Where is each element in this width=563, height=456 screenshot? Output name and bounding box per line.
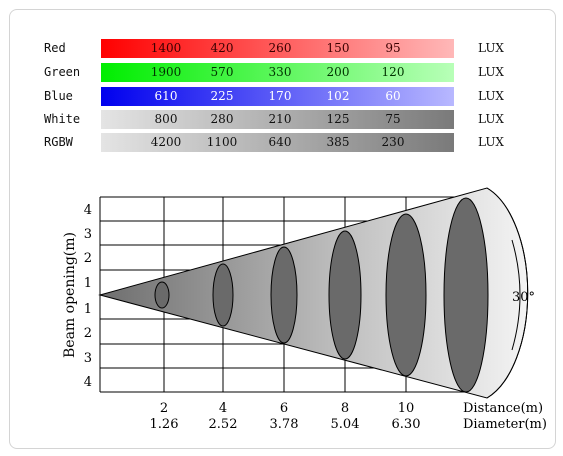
row-label-red: Red: [44, 41, 66, 55]
lux-bar-white: 800 280 210 125 75: [101, 110, 454, 129]
lux-value: 102: [326, 89, 350, 103]
lux-unit: LUX: [478, 65, 504, 79]
lux-value: 200: [326, 65, 350, 79]
lux-bar-green: 1900 570 330 200 120: [101, 63, 454, 82]
distance-tick-label: 6: [280, 401, 288, 416]
y-tick-label: 1: [84, 276, 92, 291]
distance-tick-label: 8: [341, 401, 349, 416]
lux-table: Red 1400 420 260 150 95 LUX Green 1900 570 330 200 1…: [0, 0, 563, 170]
y-tick-label: 4: [84, 203, 92, 218]
lux-value: 60: [385, 89, 401, 103]
diameter-tick-label: 1.26: [150, 417, 179, 432]
beam-ellipse: [443, 197, 489, 393]
lux-bar-red: 1400 420 260 150 95: [101, 39, 454, 58]
distance-axis-label: Distance(m): [463, 401, 543, 416]
y-tick-label: 2: [84, 326, 92, 341]
distance-tick-label: 10: [398, 401, 415, 416]
beam-ellipse: [270, 246, 298, 344]
lux-value: 230: [381, 135, 405, 149]
lux-value: 385: [326, 135, 350, 149]
lux-value: 150: [326, 41, 350, 55]
lux-unit: LUX: [478, 112, 504, 126]
lux-value: 330: [268, 65, 292, 79]
beam-angle-label: 30°: [512, 290, 535, 305]
y-tick-label: 3: [84, 227, 92, 242]
lux-value: 1100: [206, 135, 238, 149]
lux-bar-rgbw: 4200 1100 640 385 230: [101, 133, 454, 152]
diameter-tick-label: 6.30: [392, 417, 421, 432]
beam-labels: 4 3 2 1 1 2 3 4 Beam opening(m) 2 4 6 8 10 1.26 2.52 3.7…: [62, 203, 547, 432]
lux-value: 75: [385, 112, 401, 126]
row-label-white: White: [44, 112, 81, 126]
diameter-tick-label: 5.04: [331, 417, 360, 432]
distance-tick-label: 4: [219, 401, 227, 416]
lux-value: 610: [154, 89, 178, 103]
y-tick-label: 1: [84, 302, 92, 317]
diameter-tick-label: 3.78: [270, 417, 299, 432]
lux-value: 1900: [150, 65, 182, 79]
lux-value: 210: [268, 112, 292, 126]
diameter-axis-label: Diameter(m): [463, 417, 547, 432]
lux-value: 1400: [150, 41, 182, 55]
row-label-green: Green: [44, 65, 81, 79]
lux-value: 4200: [150, 135, 182, 149]
lux-value: 120: [381, 65, 405, 79]
lux-value: 95: [385, 41, 401, 55]
beam-ellipse: [328, 230, 362, 360]
lux-value: 125: [326, 112, 350, 126]
distance-tick-label: 2: [160, 401, 168, 416]
lux-value: 420: [210, 41, 234, 55]
y-tick-label: 2: [84, 251, 92, 266]
lux-bar-blue: 610 225 170 102 60: [101, 87, 454, 106]
beam-ellipse: [385, 213, 427, 377]
lux-value: 570: [210, 65, 234, 79]
lux-value: 225: [210, 89, 234, 103]
beam-arc: [486, 187, 529, 399]
diameter-tick-label: 2.52: [209, 417, 238, 432]
lux-value: 260: [268, 41, 292, 55]
beam-ellipses: [154, 197, 489, 393]
lux-unit: LUX: [478, 135, 504, 149]
beam-ellipse: [212, 263, 234, 327]
angle-arc: [511, 239, 521, 351]
lux-value: 640: [268, 135, 292, 149]
lux-value: 280: [210, 112, 234, 126]
lux-unit: LUX: [478, 89, 504, 103]
row-label-blue: Blue: [44, 89, 73, 103]
lux-value: 800: [154, 112, 178, 126]
y-tick-label: 4: [84, 375, 92, 390]
lux-unit: LUX: [478, 41, 504, 55]
y-axis-label: Beam opening(m): [62, 232, 78, 358]
y-tick-label: 3: [84, 351, 92, 366]
lux-value: 170: [268, 89, 292, 103]
row-label-rgbw: RGBW: [44, 135, 73, 149]
beam-ellipse: [154, 281, 170, 309]
